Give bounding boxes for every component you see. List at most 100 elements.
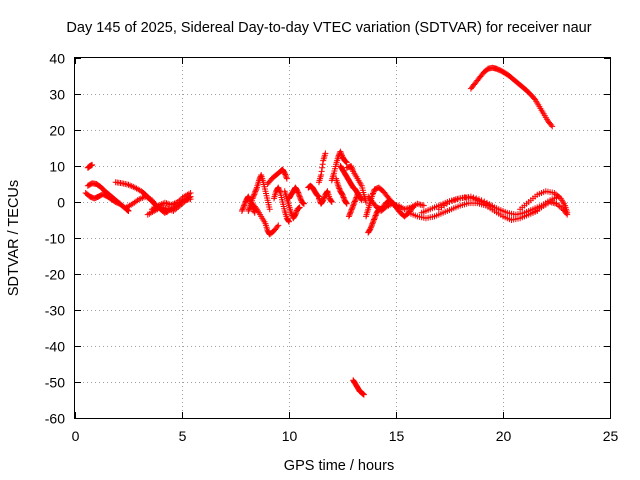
data-point bbox=[295, 189, 302, 196]
data-point bbox=[564, 211, 571, 218]
series-arc-27 bbox=[378, 200, 427, 214]
data-point bbox=[252, 187, 259, 194]
data-point bbox=[481, 198, 488, 205]
data-point bbox=[372, 213, 379, 220]
data-point bbox=[328, 198, 335, 205]
data-point bbox=[297, 194, 304, 201]
data-point bbox=[370, 217, 377, 224]
data-point bbox=[296, 192, 303, 199]
data-point bbox=[368, 223, 375, 230]
data-point bbox=[563, 210, 570, 217]
data-point bbox=[286, 218, 292, 225]
data-point bbox=[548, 122, 555, 129]
data-point bbox=[354, 191, 361, 198]
data-point bbox=[349, 167, 356, 174]
data-point bbox=[351, 198, 358, 205]
data-point bbox=[478, 197, 485, 204]
data-point bbox=[446, 199, 453, 205]
data-point bbox=[318, 168, 325, 175]
x-tick-label: 10 bbox=[282, 428, 298, 444]
data-point bbox=[294, 188, 301, 195]
data-point bbox=[320, 197, 327, 204]
data-point bbox=[245, 206, 252, 213]
x-tick-label: 20 bbox=[496, 428, 512, 444]
y-axis-title: SDTVAR / TECUs bbox=[6, 180, 22, 296]
data-point bbox=[454, 196, 461, 203]
series-arc-10 bbox=[245, 172, 273, 214]
data-point bbox=[238, 208, 245, 214]
data-point bbox=[295, 190, 302, 197]
data-point bbox=[187, 196, 194, 203]
grid-lines bbox=[75, 58, 610, 418]
data-point bbox=[335, 182, 342, 189]
data-point bbox=[249, 195, 256, 202]
plot-frame bbox=[74, 57, 611, 419]
data-point bbox=[297, 196, 304, 203]
y-tick-label: -40 bbox=[45, 339, 65, 355]
data-point bbox=[343, 199, 350, 206]
data-point bbox=[292, 211, 299, 218]
data-point bbox=[239, 206, 246, 213]
y-tick-label: 40 bbox=[49, 51, 65, 67]
x-tick-label: 15 bbox=[389, 428, 405, 444]
series-arc-17 bbox=[315, 188, 335, 207]
data-point bbox=[348, 208, 355, 214]
data-point bbox=[328, 199, 335, 205]
data-point bbox=[350, 202, 357, 209]
data-point bbox=[483, 199, 490, 206]
data-point bbox=[276, 187, 283, 194]
data-point bbox=[282, 171, 289, 178]
data-point bbox=[319, 164, 326, 171]
series-arc-12 bbox=[264, 166, 290, 187]
data-point bbox=[250, 194, 257, 201]
series-arc-11 bbox=[249, 200, 282, 238]
x-tick-label: 5 bbox=[179, 428, 187, 444]
data-point bbox=[275, 184, 282, 191]
data-point bbox=[274, 223, 281, 230]
series-arc-22 bbox=[343, 163, 370, 205]
y-tick-label: 0 bbox=[57, 195, 65, 211]
data-point bbox=[253, 185, 260, 192]
series-arc-08 bbox=[161, 196, 194, 216]
data-point bbox=[293, 208, 300, 215]
data-point bbox=[275, 185, 282, 192]
data-point bbox=[351, 199, 358, 206]
data-point bbox=[347, 209, 354, 216]
data-point bbox=[349, 203, 356, 210]
data-point bbox=[116, 200, 123, 207]
data-point bbox=[252, 204, 259, 211]
data-point bbox=[283, 174, 290, 181]
data-point bbox=[250, 192, 257, 199]
data-point bbox=[340, 194, 347, 201]
data-point bbox=[336, 185, 343, 192]
data-point bbox=[242, 199, 249, 206]
data-point bbox=[246, 205, 253, 212]
data-point bbox=[367, 226, 374, 232]
data-point bbox=[319, 161, 326, 168]
series-arc-23 bbox=[345, 191, 361, 220]
data-point bbox=[241, 201, 248, 208]
data-point bbox=[343, 200, 350, 207]
series-arc-01 bbox=[84, 161, 96, 171]
data-point bbox=[89, 161, 96, 168]
y-tick-label: -20 bbox=[45, 267, 65, 283]
data-point bbox=[372, 212, 379, 219]
data-point bbox=[338, 151, 345, 158]
data-point bbox=[470, 194, 477, 201]
data-point bbox=[371, 216, 378, 223]
data-point bbox=[187, 190, 194, 196]
data-point bbox=[369, 220, 376, 227]
data-point bbox=[467, 193, 474, 200]
data-point bbox=[343, 159, 350, 166]
data-point bbox=[360, 391, 367, 398]
data-point bbox=[367, 224, 374, 231]
y-tick-label: 30 bbox=[49, 87, 65, 103]
data-point bbox=[251, 190, 258, 196]
data-point bbox=[340, 193, 347, 200]
data-point bbox=[369, 190, 376, 197]
data-point bbox=[296, 193, 303, 200]
data-point bbox=[369, 191, 376, 198]
data-point bbox=[350, 201, 357, 208]
data-point bbox=[353, 194, 360, 201]
data-point bbox=[358, 196, 365, 203]
